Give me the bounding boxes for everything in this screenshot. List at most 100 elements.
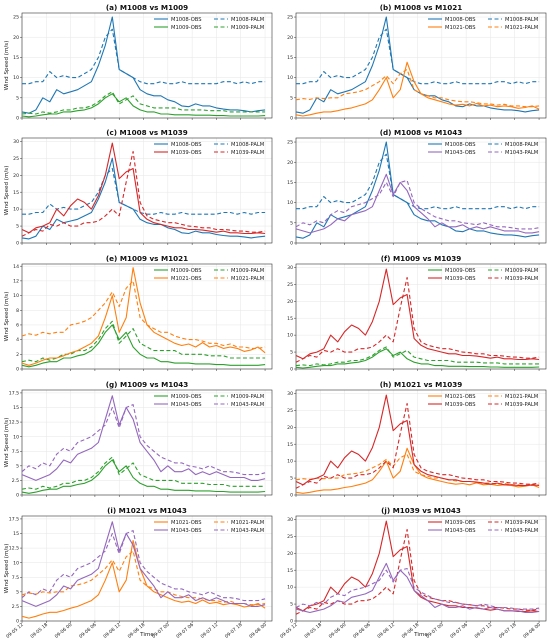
panel-title: (j) M1039 vs M1043 [381,506,461,515]
series-m1021-palm [295,453,540,487]
series-m1043-obs [295,173,540,234]
legend: M1008-OBS M1039-OBS M1008-PALM M1039-PALM [154,142,264,156]
legend-label: M1021-OBS [445,25,476,31]
y-tick-label: 15 [287,442,293,448]
series-group [21,142,266,240]
legend-label: M1009-PALM [231,25,264,31]
series-m1043-obs [21,395,266,481]
y-tick-label: 12 [13,278,19,284]
y-tick-label: 2.5 [12,604,19,610]
y-tick-label: 20 [287,299,293,305]
y-tick-label: 25 [287,140,293,146]
y-tick-label: 7.5 [12,449,19,455]
y-axis-label: Wind Speed (m/s) [4,544,10,594]
plot-frame [295,137,547,244]
y-tick-label: 20 [287,35,293,41]
series-group [295,520,540,615]
y-axis-label: Wind Speed (m/s) [4,292,10,342]
plot-frame [21,137,273,244]
legend-label: M1043-OBS [445,528,476,534]
y-tick-label: 20 [13,173,19,179]
y-tick-label: 25 [13,15,19,21]
panel-title: (g) M1009 vs M1043 [106,380,189,389]
y-tick-label: 5 [290,350,293,356]
series-group [21,395,266,494]
series-m1008-palm [22,167,266,215]
panel-a: 0 5 10 15 20 25 (a) M1008 vs M1009 Wind Speed (… [4,3,273,122]
y-tick-label: 15 [287,316,293,322]
series-group [295,16,540,117]
series-m1021-obs [21,267,266,366]
x-tick-label: 09-06 00 [54,622,74,639]
legend: M1009-OBS M1043-OBS M1009-PALM M1043-PALM [154,394,264,408]
series-m1039-obs [21,142,266,235]
panel-title: (b) M1008 vs M1021 [380,3,463,12]
y-tick-label: 10 [287,585,293,591]
x-tick-label: 09-06 12 [376,622,396,639]
legend-label: M1009-PALM [231,268,264,274]
panel-c: 0 5 10 15 20 25 30 (c) M1008 vs M1039 Wind Speed… [4,128,273,247]
series-m1008-palm [296,153,540,210]
panel-title: (e) M1009 vs M1021 [106,254,188,263]
legend-label: M1021-OBS [171,276,202,282]
plot-frame [295,515,547,622]
y-axis-label: Wind Speed (m/s) [4,41,10,91]
series-m1043-obs [21,521,266,607]
y-tick-label: 5 [16,463,19,469]
y-tick-label: 5 [16,589,19,595]
y-tick-label: 25 [287,534,293,540]
legend-label: M1043-PALM [231,528,264,534]
legend-label: M1021-OBS [445,394,476,400]
y-tick-label: 10 [13,434,19,440]
y-tick-label: 20 [287,551,293,557]
plot-frame [21,515,273,622]
x-tick-label: 09-07 06 [175,622,195,639]
x-tick-label: 09-05 12 [279,622,299,639]
y-tick-label: 8 [16,308,19,314]
legend-label: M1039-OBS [445,402,476,408]
y-tick-label: 0 [16,367,19,373]
y-tick-label: 0 [16,493,19,499]
series-m1043-palm [21,530,266,602]
y-tick-label: 0 [290,493,293,499]
y-tick-label: 5 [290,220,293,226]
legend-label: M1039-OBS [445,276,476,282]
series-m1008-obs [21,16,266,114]
x-tick-label: 09-07 00 [151,622,171,639]
legend-label: M1039-OBS [171,150,202,156]
x-tick-label: 09-07 18 [498,622,518,639]
series-m1009-palm [295,346,540,367]
grid-lines [21,13,272,119]
legend: M1009-OBS M1039-OBS M1009-PALM M1039-PALM [428,268,538,282]
legend-label: M1008-OBS [171,142,202,148]
series-m1009-palm [21,320,266,363]
x-tick-label: 09-06 00 [328,622,348,639]
y-tick-label: 30 [287,391,293,397]
y-tick-label: 0 [290,619,293,625]
plot-frame [295,12,547,119]
legend: M1008-OBS M1009-OBS M1008-PALM M1009-PALM [154,17,264,31]
y-tick-label: 6 [16,323,19,329]
x-tick-label: 09-06 06 [352,622,372,639]
x-tick-label: 09-08 00 [248,622,268,639]
y-tick-label: 10 [13,293,19,299]
y-tick-label: 15 [287,568,293,574]
legend-label: M1008-OBS [171,17,202,23]
y-tick-label: 0 [290,367,293,373]
y-tick-label: 30 [287,517,293,523]
series-m1021-palm [295,68,540,108]
legend-label: M1039-PALM [505,520,538,526]
legend-label: M1009-OBS [171,25,202,31]
series-group [295,268,540,369]
series-m1008-palm [22,28,266,85]
legend-label: M1008-PALM [505,142,538,148]
legend-label: M1021-PALM [505,25,538,31]
legend-label: M1009-PALM [505,268,538,274]
legend-label: M1039-PALM [505,276,538,282]
x-tick-label: 09-07 12 [474,622,494,639]
series-group [21,267,266,368]
y-tick-label: 17.5 [9,391,19,397]
legend-label: M1008-OBS [445,17,476,23]
